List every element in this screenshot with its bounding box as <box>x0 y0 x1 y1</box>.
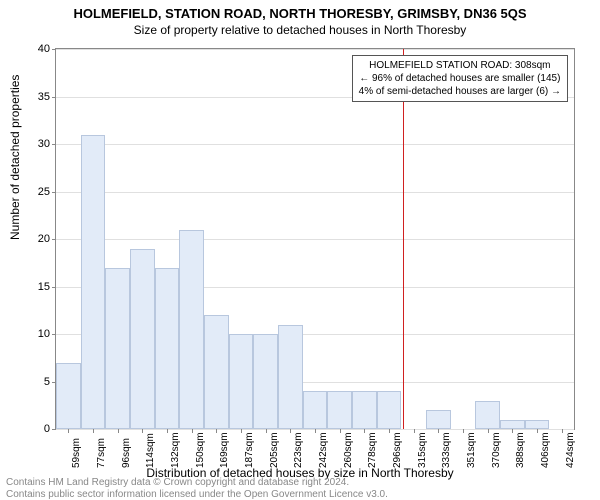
histogram-bar <box>475 401 500 430</box>
annot-line3: 4% of semi-detached houses are larger (6… <box>359 85 561 98</box>
chart-title-sub: Size of property relative to detached ho… <box>0 21 600 37</box>
y-tick-mark <box>52 144 56 145</box>
histogram-bar <box>500 420 525 430</box>
x-tick-label: 169sqm <box>219 432 230 468</box>
x-tick-mark <box>488 429 489 433</box>
y-tick-label: 10 <box>26 328 50 340</box>
y-tick-label: 35 <box>26 91 50 103</box>
x-tick-mark <box>93 429 94 433</box>
x-tick-label: 132sqm <box>170 432 181 468</box>
y-tick-label: 40 <box>26 43 50 55</box>
histogram-bar <box>253 334 278 429</box>
histogram-bar <box>130 249 155 430</box>
x-tick-label: 205sqm <box>269 432 280 468</box>
histogram-bar <box>56 363 81 430</box>
x-tick-label: 96sqm <box>121 438 132 468</box>
x-tick-label: 333sqm <box>441 432 452 468</box>
x-tick-label: 242sqm <box>318 432 329 468</box>
x-tick-mark <box>142 429 143 433</box>
x-tick-label: 278sqm <box>367 432 378 468</box>
x-tick-mark <box>562 429 563 433</box>
x-tick-mark <box>192 429 193 433</box>
x-tick-mark <box>537 429 538 433</box>
histogram-bar <box>352 391 377 429</box>
chart-plot-area: 051015202530354059sqm77sqm96sqm114sqm132… <box>55 48 575 430</box>
y-axis-label: Number of detached properties <box>8 75 22 240</box>
x-tick-mark <box>463 429 464 433</box>
y-tick-label: 25 <box>26 186 50 198</box>
x-tick-label: 77sqm <box>96 438 107 468</box>
y-tick-mark <box>52 287 56 288</box>
x-tick-mark <box>364 429 365 433</box>
histogram-bar <box>278 325 303 430</box>
attribution-footer: Contains HM Land Registry data © Crown c… <box>6 477 388 500</box>
footer-line-1: Contains HM Land Registry data © Crown c… <box>6 477 388 489</box>
chart-title-main: HOLMEFIELD, STATION ROAD, NORTH THORESBY… <box>0 0 600 21</box>
x-tick-mark <box>290 429 291 433</box>
x-tick-mark <box>512 429 513 433</box>
histogram-bar <box>204 315 229 429</box>
y-tick-mark <box>52 192 56 193</box>
x-tick-mark <box>68 429 69 433</box>
gridline <box>56 49 574 50</box>
x-tick-mark <box>414 429 415 433</box>
x-tick-mark <box>118 429 119 433</box>
histogram-bar <box>179 230 204 430</box>
x-tick-label: 223sqm <box>293 432 304 468</box>
x-tick-label: 59sqm <box>71 438 82 468</box>
x-tick-label: 187sqm <box>244 432 255 468</box>
y-tick-mark <box>52 239 56 240</box>
gridline <box>56 239 574 240</box>
x-tick-label: 406sqm <box>540 432 551 468</box>
gridline <box>56 144 574 145</box>
x-tick-mark <box>241 429 242 433</box>
gridline <box>56 192 574 193</box>
y-tick-label: 0 <box>26 423 50 435</box>
y-tick-label: 30 <box>26 138 50 150</box>
histogram-bar <box>105 268 130 430</box>
y-tick-mark <box>52 97 56 98</box>
x-tick-label: 388sqm <box>515 432 526 468</box>
histogram-bar <box>81 135 106 430</box>
x-tick-mark <box>167 429 168 433</box>
x-tick-label: 424sqm <box>565 432 576 468</box>
x-tick-label: 370sqm <box>491 432 502 468</box>
y-tick-mark <box>52 429 56 430</box>
y-tick-mark <box>52 49 56 50</box>
y-tick-mark <box>52 334 56 335</box>
x-tick-label: 114sqm <box>145 433 156 468</box>
y-tick-label: 20 <box>26 233 50 245</box>
x-tick-mark <box>315 429 316 433</box>
annotation-box: HOLMEFIELD STATION ROAD: 308sqm← 96% of … <box>352 55 568 102</box>
histogram-bar <box>377 391 402 429</box>
annot-line1: HOLMEFIELD STATION ROAD: 308sqm <box>359 59 561 72</box>
x-tick-mark <box>216 429 217 433</box>
x-tick-label: 150sqm <box>195 432 206 468</box>
x-tick-label: 260sqm <box>343 432 354 468</box>
annot-line2: ← 96% of detached houses are smaller (14… <box>359 72 561 85</box>
x-tick-label: 351sqm <box>466 432 477 468</box>
histogram-bar <box>155 268 180 430</box>
x-tick-label: 315sqm <box>417 432 428 468</box>
x-tick-mark <box>438 429 439 433</box>
histogram-bar <box>229 334 254 429</box>
histogram-bar <box>303 391 328 429</box>
property-marker-line <box>403 49 404 429</box>
histogram-bar <box>327 391 352 429</box>
y-tick-label: 15 <box>26 281 50 293</box>
x-tick-mark <box>340 429 341 433</box>
x-tick-mark <box>266 429 267 433</box>
x-tick-mark <box>389 429 390 433</box>
histogram-bar <box>426 410 451 429</box>
x-tick-label: 296sqm <box>392 432 403 468</box>
histogram-bar <box>525 420 550 430</box>
y-tick-label: 5 <box>26 376 50 388</box>
footer-line-2: Contains public sector information licen… <box>6 489 388 500</box>
